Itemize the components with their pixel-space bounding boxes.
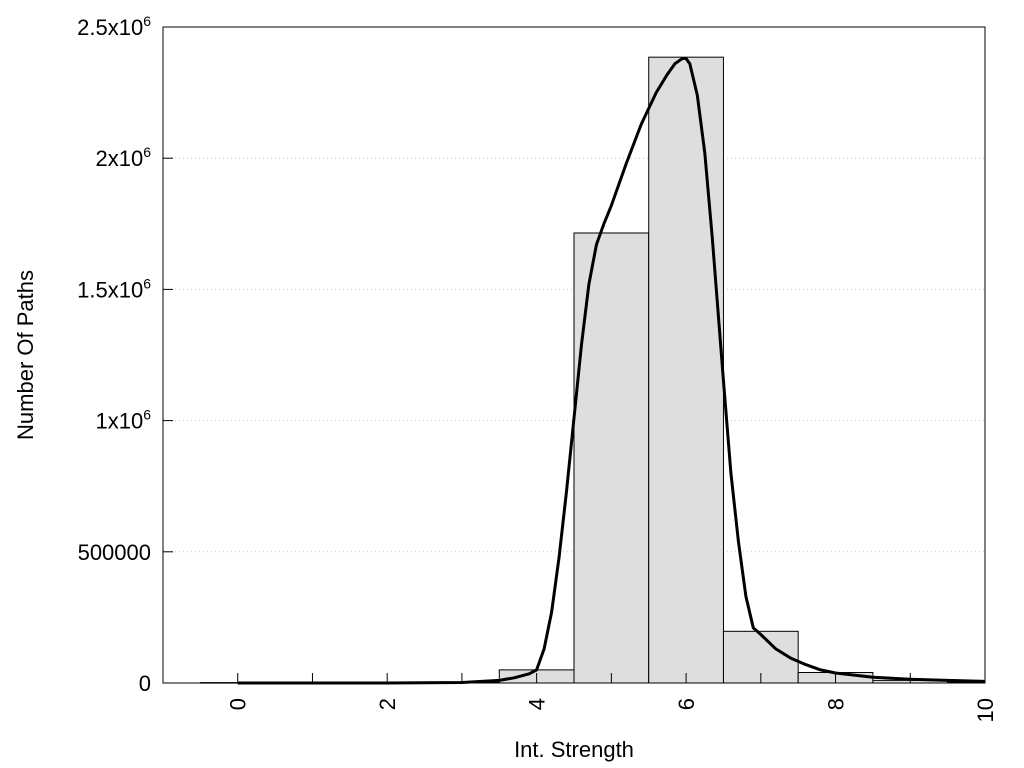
y-axis-title: Number Of Paths: [13, 270, 38, 440]
y-tick-label-0: 0: [139, 671, 151, 696]
x-tick-label-1: 2: [375, 698, 400, 710]
bar-6: [648, 56, 724, 684]
x-tick-label-4: 8: [824, 698, 849, 710]
histogram-bars: [199, 56, 986, 684]
plot-border: [162, 26, 986, 684]
x-axis-title: Int. Strength: [514, 737, 634, 762]
fit-curve: [237, 57, 986, 685]
x-tick-label-3: 6: [674, 698, 699, 710]
bar-5: [573, 232, 650, 684]
y-axis-ticks: 0 500000 1x106 1.5x106 2x106 2.5x106: [77, 13, 173, 696]
y-tick-label-3: 1.5x106: [77, 275, 151, 302]
y-tick-label-2: 1x106: [95, 407, 151, 434]
x-axis-ticks: 0 2 4 6 8 10: [226, 673, 998, 722]
grid-lines: [163, 157, 985, 553]
y-tick-label-1: 500000: [78, 540, 151, 565]
plot-frame: [162, 26, 986, 684]
y-tick-label-5: 2.5x106: [77, 13, 151, 40]
fit-curve-layer: [237, 57, 986, 685]
y-tick-label-4: 2x106: [95, 144, 151, 171]
x-tick-label-0: 0: [226, 698, 251, 710]
x-tick-label-5: 10: [973, 698, 998, 722]
x-tick-label-2: 4: [525, 698, 550, 710]
